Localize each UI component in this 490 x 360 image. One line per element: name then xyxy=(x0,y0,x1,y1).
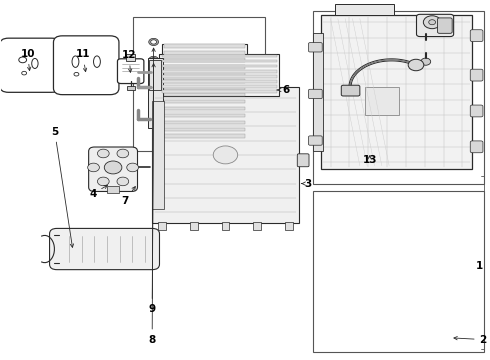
Bar xyxy=(164,58,245,62)
Text: 11: 11 xyxy=(75,49,90,72)
Circle shape xyxy=(88,163,99,172)
Circle shape xyxy=(98,177,109,186)
FancyBboxPatch shape xyxy=(309,42,322,52)
Text: 3: 3 xyxy=(301,179,312,189)
Bar xyxy=(190,222,197,230)
Text: 8: 8 xyxy=(148,48,156,345)
FancyBboxPatch shape xyxy=(470,141,483,153)
Bar xyxy=(162,80,277,83)
Text: 5: 5 xyxy=(51,127,74,247)
Circle shape xyxy=(117,149,129,158)
Bar xyxy=(162,85,277,88)
Bar xyxy=(164,44,245,48)
Bar xyxy=(164,107,245,111)
Text: 13: 13 xyxy=(362,155,377,165)
Bar xyxy=(149,60,161,90)
Bar xyxy=(285,222,293,230)
Bar xyxy=(162,60,277,62)
Bar xyxy=(158,222,166,230)
Bar xyxy=(335,4,394,15)
Bar xyxy=(164,127,245,131)
Bar xyxy=(164,121,245,124)
FancyBboxPatch shape xyxy=(341,85,360,96)
Bar xyxy=(152,101,164,209)
Circle shape xyxy=(423,16,441,29)
Bar xyxy=(162,65,277,67)
Bar xyxy=(314,12,485,184)
Bar xyxy=(133,17,265,151)
Bar xyxy=(152,87,299,223)
FancyBboxPatch shape xyxy=(438,18,452,33)
Bar xyxy=(164,134,245,138)
Bar xyxy=(162,55,277,57)
Bar xyxy=(162,70,277,73)
Bar xyxy=(164,79,245,83)
FancyBboxPatch shape xyxy=(309,89,322,99)
Bar xyxy=(314,191,485,352)
Bar xyxy=(126,54,135,61)
Text: 6: 6 xyxy=(277,85,290,95)
Bar xyxy=(162,90,277,93)
Text: 10: 10 xyxy=(20,49,35,71)
Bar xyxy=(127,86,135,90)
Bar xyxy=(314,33,323,151)
FancyBboxPatch shape xyxy=(470,30,483,41)
Bar xyxy=(148,58,163,128)
FancyBboxPatch shape xyxy=(309,136,322,145)
Bar xyxy=(321,15,472,169)
FancyBboxPatch shape xyxy=(470,105,483,117)
Bar xyxy=(164,65,245,69)
Circle shape xyxy=(213,146,238,164)
Bar xyxy=(365,87,399,116)
Circle shape xyxy=(127,163,139,172)
Circle shape xyxy=(408,59,424,71)
Bar xyxy=(164,86,245,90)
FancyBboxPatch shape xyxy=(416,14,454,37)
FancyBboxPatch shape xyxy=(470,69,483,81)
Circle shape xyxy=(104,161,122,174)
FancyBboxPatch shape xyxy=(89,147,138,192)
Bar xyxy=(164,93,245,96)
Text: 12: 12 xyxy=(122,50,136,72)
Bar xyxy=(253,222,261,230)
Bar xyxy=(107,186,119,193)
Bar xyxy=(164,100,245,103)
Text: 1: 1 xyxy=(476,261,484,271)
Circle shape xyxy=(117,177,129,186)
Text: 4: 4 xyxy=(89,185,107,199)
Bar xyxy=(162,75,277,78)
Bar xyxy=(164,72,245,76)
Circle shape xyxy=(98,149,109,158)
Bar xyxy=(164,114,245,117)
Bar xyxy=(164,51,245,55)
Bar xyxy=(159,54,279,96)
FancyBboxPatch shape xyxy=(118,59,144,84)
Circle shape xyxy=(429,20,436,25)
Circle shape xyxy=(421,58,431,65)
Bar xyxy=(162,44,247,142)
FancyBboxPatch shape xyxy=(53,36,119,95)
FancyBboxPatch shape xyxy=(297,154,309,167)
Text: 2: 2 xyxy=(454,334,487,345)
Text: 9: 9 xyxy=(148,64,156,314)
Text: 7: 7 xyxy=(122,186,135,206)
FancyBboxPatch shape xyxy=(49,228,159,270)
Bar xyxy=(221,222,229,230)
FancyBboxPatch shape xyxy=(0,38,60,92)
